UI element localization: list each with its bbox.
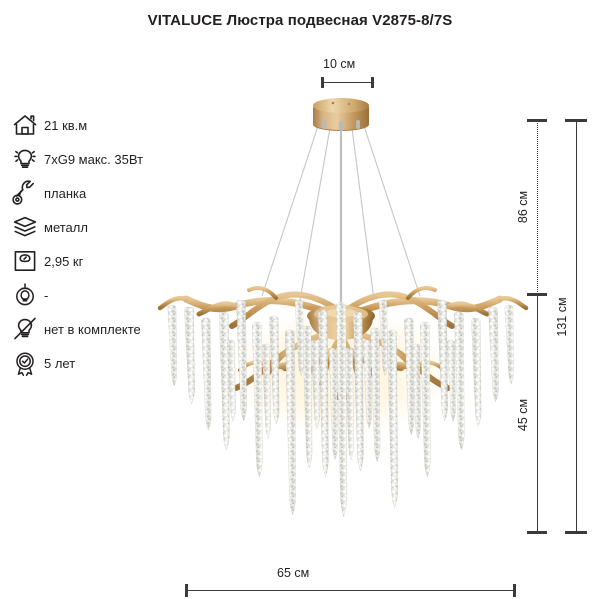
spec-row-lamp: 7xG9 макс. 35Вт — [8, 142, 193, 176]
lightbulb-icon — [8, 143, 42, 175]
crystal-rods — [167, 299, 514, 518]
dimension-canopy-width-cap-left — [321, 77, 324, 88]
dimension-fixture-width-cap-right — [513, 584, 516, 597]
spec-row-material: металл — [8, 210, 193, 244]
house-icon — [8, 109, 42, 141]
spec-row-area: 21 кв.м — [8, 108, 193, 142]
gold-branch-arms — [157, 286, 529, 395]
page-title: VITALUCE Люстра подвесная V2875-8/7S — [147, 12, 453, 29]
dimension-body-label: 45 см — [516, 398, 530, 432]
spec-row-bulbs-included: нет в комплекте — [8, 312, 193, 346]
dimension-total-line — [576, 121, 577, 533]
dimension-drop-line — [537, 121, 538, 294]
dimension-drop-cap-top — [527, 119, 547, 122]
spec-label-area: 21 кв.м — [44, 117, 88, 133]
central-hub — [307, 305, 375, 340]
spec-label-material: металл — [44, 219, 88, 235]
spec-row-dimmer: - — [8, 278, 193, 312]
suspension-cables — [261, 125, 421, 301]
wrench-icon — [8, 177, 42, 209]
spec-label-warranty: 5 лет — [44, 355, 76, 371]
lamp-sockets — [274, 354, 412, 417]
spec-label-bulbs-included: нет в комплекте — [44, 321, 141, 337]
dimension-canopy-width-cap-right — [371, 77, 374, 88]
warranty-icon — [8, 347, 42, 379]
dimension-fixture-width-cap-left — [185, 584, 188, 597]
dimension-total-label: 131 см — [555, 297, 569, 337]
layers-icon — [8, 211, 42, 243]
ceiling-canopy — [313, 98, 369, 131]
dimension-total-cap-top — [565, 119, 587, 122]
dimmer-icon — [8, 279, 42, 311]
dimension-body-cap-bottom — [527, 531, 547, 534]
bulb-crossed-icon — [8, 313, 42, 345]
dimension-drop-cap-bottom — [527, 293, 547, 296]
spec-label-dimmer: - — [44, 287, 49, 303]
dimension-body-line — [537, 295, 538, 533]
scale-icon — [8, 245, 42, 277]
dimension-total-cap-bottom — [565, 531, 587, 534]
specifications-list: 21 кв.м — [8, 108, 193, 380]
spec-label-lamp: 7xG9 макс. 35Вт — [44, 151, 144, 167]
dimension-canopy-width-line — [322, 82, 373, 83]
dimension-canopy-width-label: 10 см — [323, 57, 356, 71]
spec-row-warranty: 5 лет — [8, 346, 193, 380]
dimension-drop-label: 86 см — [516, 190, 530, 224]
spec-row-mounting: планка — [8, 176, 193, 210]
dimension-fixture-width-line — [186, 590, 515, 591]
spec-row-weight: 2,95 кг — [8, 244, 193, 278]
dimension-fixture-width-label: 65 см — [277, 566, 310, 580]
spec-label-weight: 2,95 кг — [44, 253, 84, 269]
spec-label-mounting: планка — [44, 185, 87, 201]
